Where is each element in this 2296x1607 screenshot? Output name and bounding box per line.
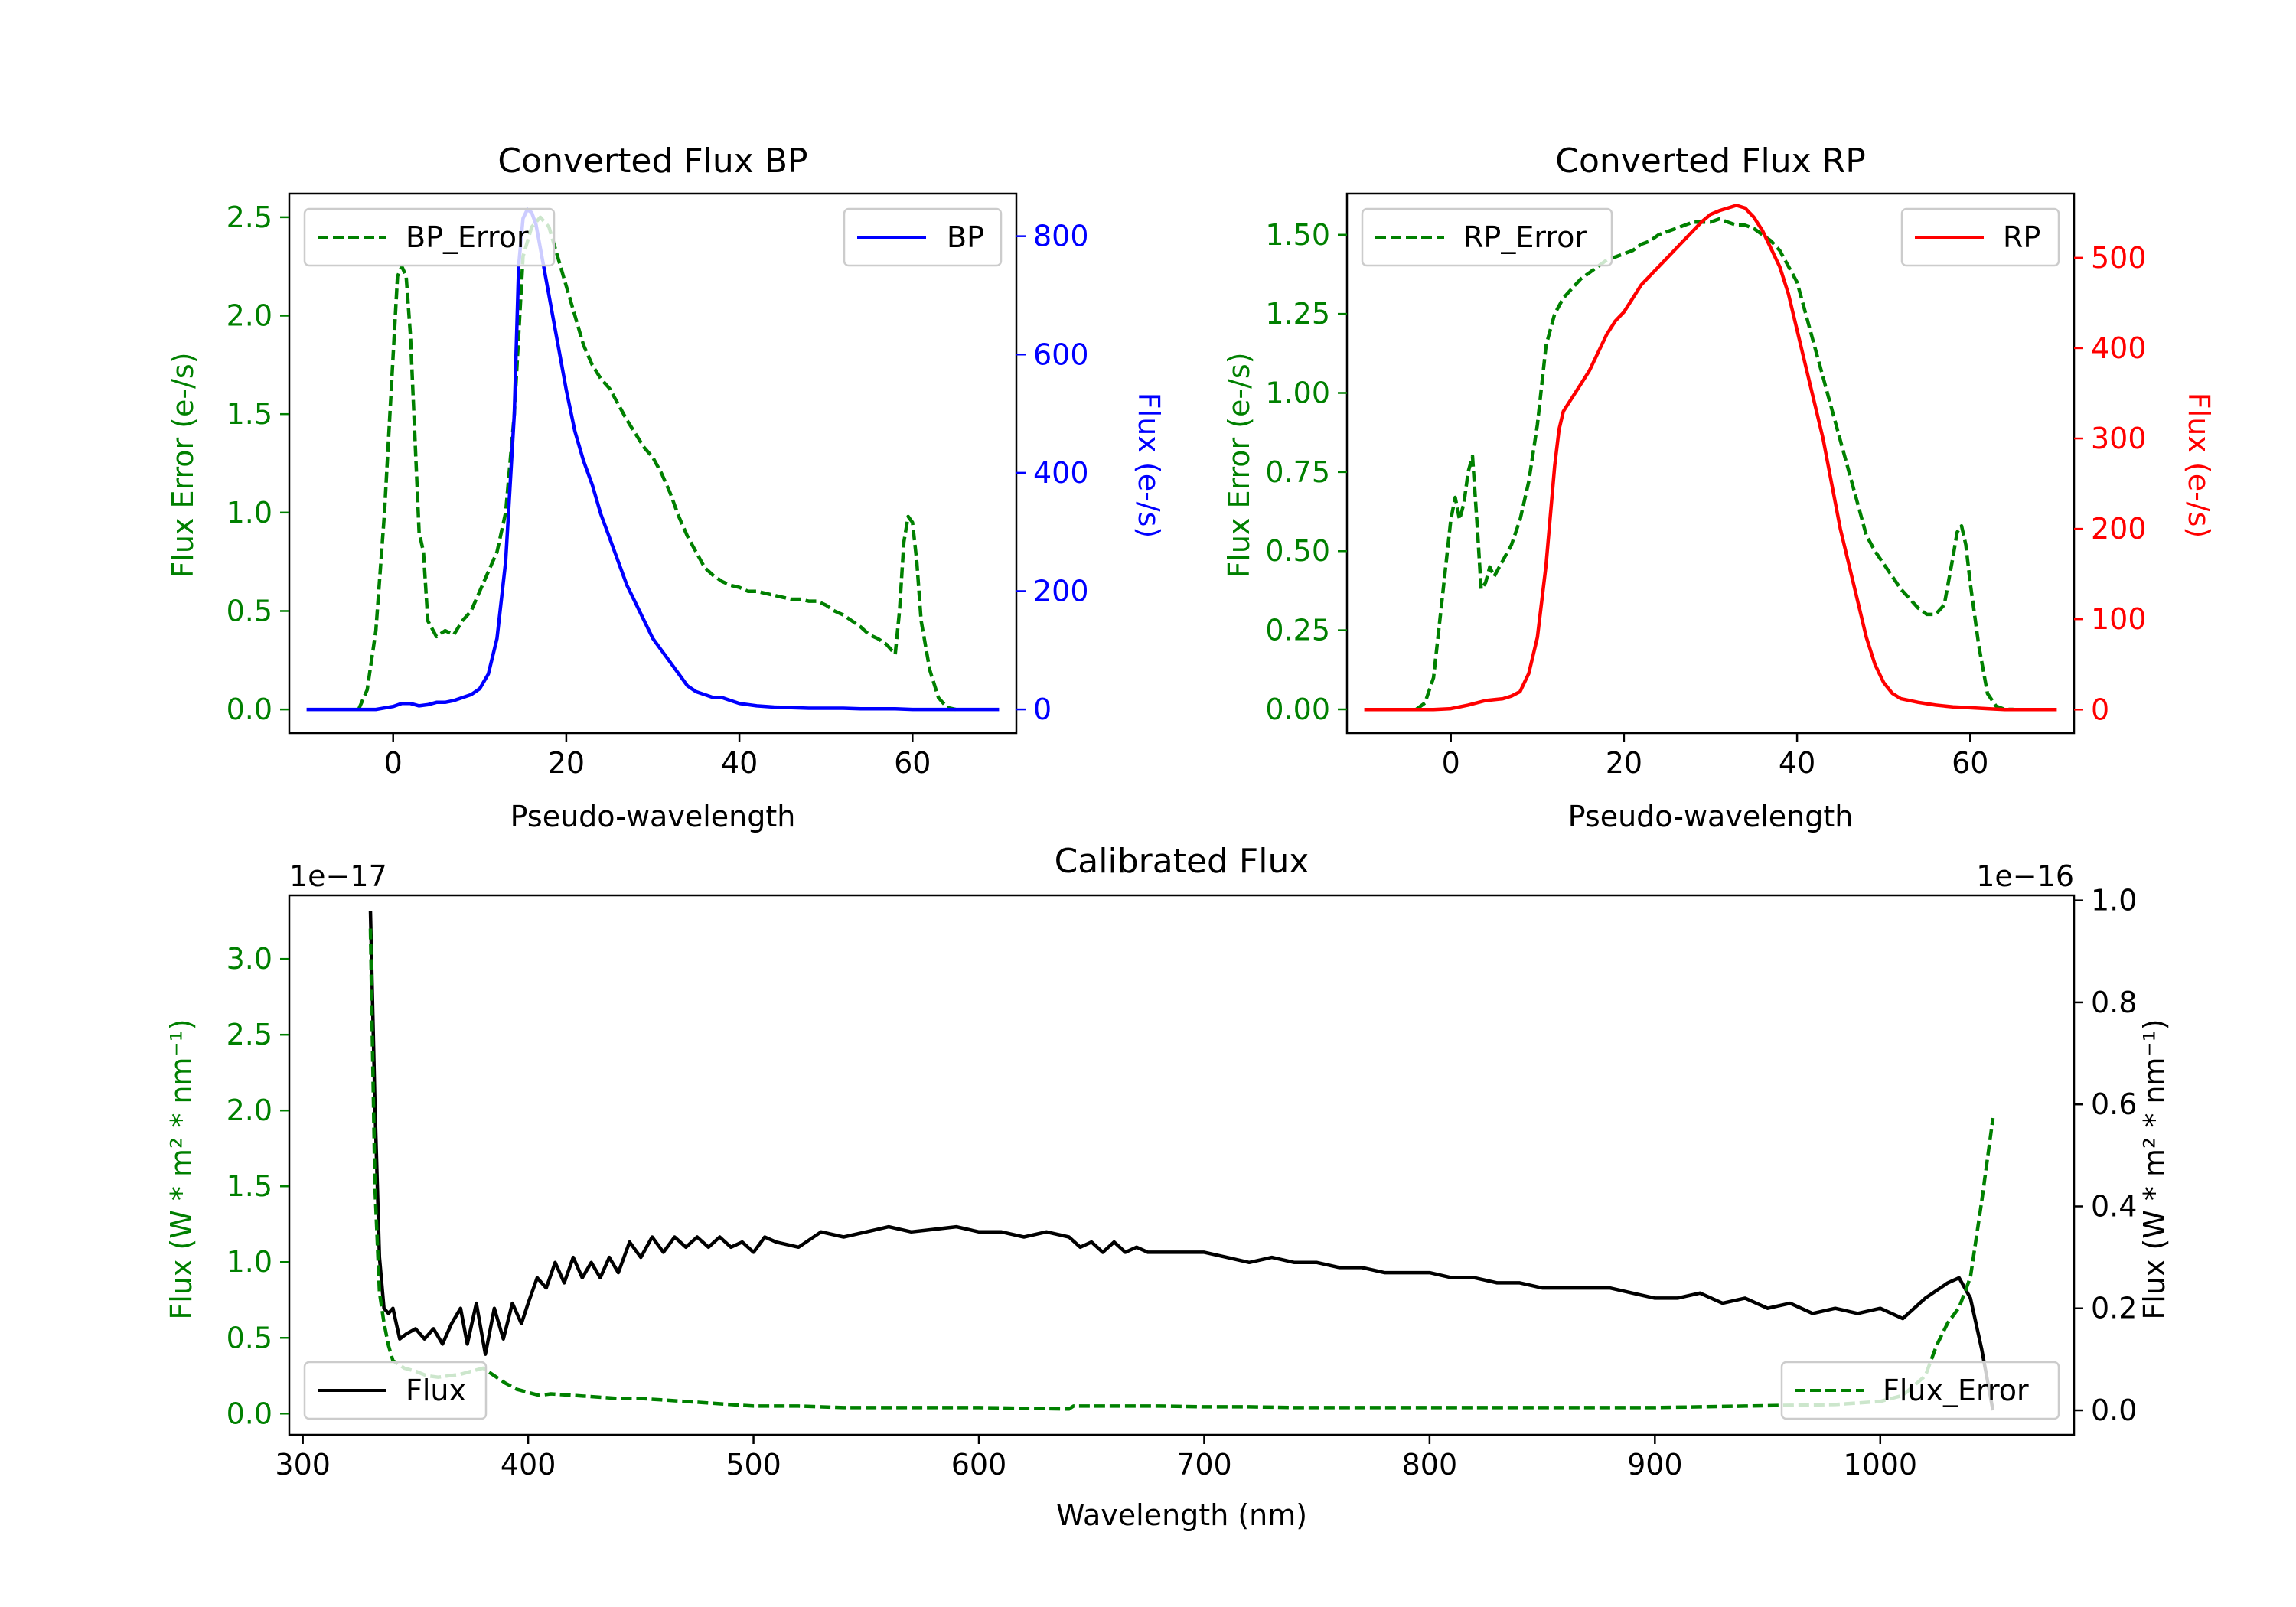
chart-bp-ytick-right-label: 0 <box>1033 693 1052 726</box>
chart-bp-ylabel-left: Flux Error (e-/s) <box>166 352 200 578</box>
chart-bp-series-bp <box>306 207 1000 712</box>
chart-calibrated-ytick-left-label: 2.5 <box>227 1018 272 1051</box>
chart-calibrated-series-flux <box>368 910 1995 1411</box>
chart-rp-legend-right-label: RP <box>2003 220 2040 254</box>
chart-bp-ytick-right-label: 800 <box>1033 220 1089 253</box>
chart-rp-plot-area <box>1364 204 2057 712</box>
chart-rp-ytick-right-label: 100 <box>2091 602 2147 636</box>
chart-rp-ytick-right-label: 500 <box>2091 241 2147 275</box>
chart-bp-ytick-left-label: 1.0 <box>227 496 272 530</box>
chart-bp-legend-left: BP_Error <box>303 207 556 267</box>
chart-rp-ytick-left-label: 0.75 <box>1265 455 1330 489</box>
chart-calibrated-legend-left: Flux <box>303 1361 488 1420</box>
chart-bp-title: Converted Flux BP <box>497 142 807 181</box>
chart-bp-ytick-left-label: 2.5 <box>227 200 272 234</box>
chart-calibrated-ytick-right-label: 1.0 <box>2091 884 2137 918</box>
chart-calibrated-legend-right-label: Flux_Error <box>1883 1374 2029 1407</box>
chart-rp-xtick-label: 0 <box>1442 746 1460 780</box>
chart-bp-ytick-left-label: 0.0 <box>227 693 272 726</box>
chart-calibrated-ytick-left-label: 1.0 <box>227 1245 272 1279</box>
chart-bp-ytick-left-label: 0.5 <box>227 594 272 627</box>
chart-calibrated-ytick-left-label: 0.5 <box>227 1321 272 1354</box>
chart-bp-ytick-right-label: 600 <box>1033 337 1089 371</box>
chart-calibrated-ytick-left-label: 1.5 <box>227 1169 272 1203</box>
chart-rp-ytick-left-label: 1.00 <box>1265 376 1330 409</box>
chart-rp-ytick-left-label: 0.00 <box>1265 693 1330 726</box>
chart-calibrated-ytick-right-label: 0.6 <box>2091 1087 2137 1121</box>
chart-calibrated-xtick-label: 500 <box>726 1448 781 1482</box>
chart-rp-ylabel-right: Flux (e-/s) <box>2182 393 2216 538</box>
chart-rp-ytick-left-label: 1.25 <box>1265 297 1330 331</box>
chart-rp-xtick-label: 20 <box>1606 746 1642 780</box>
chart-bp-ytick-right-label: 400 <box>1033 456 1089 490</box>
chart-rp-frame <box>1345 192 2076 735</box>
chart-calibrated-ytick-right-label: 0.2 <box>2091 1292 2137 1325</box>
chart-rp-ytick-left-label: 0.25 <box>1265 614 1330 647</box>
chart-calibrated-xtick-label: 900 <box>1627 1448 1683 1482</box>
chart-calibrated-legend-right: Flux_Error <box>1780 1361 2060 1420</box>
chart-calibrated-xlabel: Wavelength (nm) <box>1056 1498 1307 1532</box>
chart-rp-ylabel-left: Flux Error (e-/s) <box>1222 352 1256 578</box>
chart-bp-xtick-label: 20 <box>548 746 585 780</box>
chart-rp-legend-right: RP <box>1900 207 2060 267</box>
chart-calibrated-ylabel-left: Flux (W * m² * nm⁻¹) <box>165 1019 198 1319</box>
chart-rp-xtick-label: 40 <box>1779 746 1815 780</box>
chart-bp-xtick-label: 60 <box>894 746 931 780</box>
chart-bp-plot-area <box>306 207 1000 712</box>
chart-rp-legend-left-box <box>1361 207 1613 267</box>
chart-rp-ytick-left-label: 0.50 <box>1265 534 1330 568</box>
chart-bp-xtick-label: 40 <box>721 746 758 780</box>
chart-bp-legend-right: BP <box>843 207 1003 267</box>
chart-calibrated-ytick-right-label: 0.4 <box>2091 1189 2137 1223</box>
chart-bp-ytick-right-label: 200 <box>1033 574 1089 608</box>
chart-bp: Converted Flux BP Pseudo-wavelength Flux… <box>166 142 1166 833</box>
chart-rp-series-rp <box>1364 204 2057 712</box>
chart-calibrated-xtick-label: 600 <box>951 1448 1007 1482</box>
chart-calibrated-title: Calibrated Flux <box>1055 842 1309 881</box>
chart-calibrated-ytick-left-label: 0.0 <box>227 1397 272 1430</box>
chart-rp-xlabel: Pseudo-wavelength <box>1568 800 1854 833</box>
chart-calibrated-right-offset: 1e−16 <box>1976 859 2074 893</box>
chart-calibrated-xtick-label: 1000 <box>1843 1448 1917 1482</box>
chart-rp-ytick-right-label: 200 <box>2091 512 2147 546</box>
chart-calibrated: Calibrated Flux 1e−17 1e−16 Wavelength (… <box>165 842 2171 1532</box>
chart-rp-title: Converted Flux RP <box>1555 142 1866 181</box>
chart-calibrated-ytick-left-label: 2.0 <box>227 1094 272 1127</box>
chart-calibrated-ytick-right-label: 0.0 <box>2091 1393 2137 1427</box>
chart-calibrated-legend-left-box <box>303 1361 488 1420</box>
chart-rp: Converted Flux RP Pseudo-wavelength Flux… <box>1222 142 2216 833</box>
chart-rp-ytick-right-label: 300 <box>2091 422 2147 455</box>
chart-calibrated-ytick-right-label: 0.8 <box>2091 986 2137 1019</box>
chart-bp-legend-left-label: BP_Error <box>406 220 529 254</box>
chart-bp-xtick-label: 0 <box>384 746 403 780</box>
chart-calibrated-left-offset: 1e−17 <box>289 859 387 893</box>
chart-rp-ytick-right-label: 0 <box>2091 693 2109 726</box>
chart-calibrated-xtick-label: 800 <box>1402 1448 1458 1482</box>
chart-rp-legend-left: RP_Error <box>1361 207 1613 267</box>
chart-bp-legend-left-box <box>303 207 556 267</box>
chart-bp-series-bp-error <box>357 215 957 712</box>
chart-calibrated-xtick-label: 300 <box>275 1448 331 1482</box>
chart-bp-ylabel-right: Flux (e-/s) <box>1132 393 1166 538</box>
chart-rp-ytick-right-label: 400 <box>2091 331 2147 365</box>
chart-calibrated-xtick-label: 400 <box>501 1448 556 1482</box>
chart-calibrated-legend-left-label: Flux <box>406 1374 466 1407</box>
chart-bp-ytick-left-label: 2.0 <box>227 299 272 333</box>
chart-rp-legend-left-label: RP_Error <box>1463 220 1587 254</box>
chart-calibrated-ylabel-right: Flux (W * m² * nm⁻¹) <box>2138 1019 2171 1319</box>
chart-calibrated-frame <box>288 894 2076 1436</box>
chart-calibrated-ytick-left-label: 3.0 <box>227 942 272 976</box>
chart-calibrated-legend-right-box <box>1780 1361 2060 1420</box>
chart-bp-legend-right-label: BP <box>947 220 984 254</box>
chart-rp-xtick-label: 60 <box>1952 746 1988 780</box>
chart-bp-frame <box>288 192 1018 735</box>
chart-rp-ytick-left-label: 1.50 <box>1265 218 1330 252</box>
chart-calibrated-xtick-label: 700 <box>1176 1448 1232 1482</box>
chart-bp-ytick-left-label: 1.5 <box>227 397 272 431</box>
chart-bp-xlabel: Pseudo-wavelength <box>510 800 796 833</box>
